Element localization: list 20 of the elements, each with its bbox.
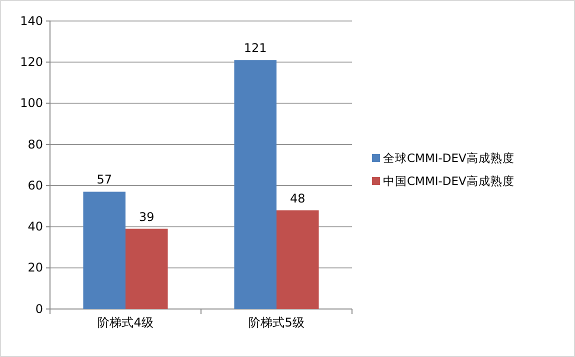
bar — [276, 210, 319, 309]
y-tick-label: 120 — [20, 54, 43, 69]
bar — [83, 192, 126, 309]
data-label: 48 — [290, 191, 306, 206]
x-tick-label: 阶梯式4级 — [98, 315, 154, 330]
y-tick-label: 60 — [28, 178, 43, 192]
bar — [234, 60, 276, 309]
legend-label: 全球CMMI-DEV高成熟度 — [383, 151, 514, 165]
y-tick-label: 100 — [20, 96, 43, 110]
x-tick-label: 阶梯式5级 — [248, 315, 304, 330]
data-label: 121 — [244, 41, 267, 56]
bar — [126, 228, 168, 309]
y-tick-label: 140 — [20, 14, 43, 28]
y-tick-label: 40 — [28, 220, 43, 234]
y-tick-label: 20 — [28, 260, 43, 275]
data-label: 57 — [96, 172, 112, 187]
data-label: 39 — [139, 210, 154, 224]
y-tick-label: 80 — [28, 137, 43, 152]
legend-label: 中国CMMI-DEV高成熟度 — [383, 174, 514, 188]
y-tick-label: 0 — [35, 302, 43, 316]
